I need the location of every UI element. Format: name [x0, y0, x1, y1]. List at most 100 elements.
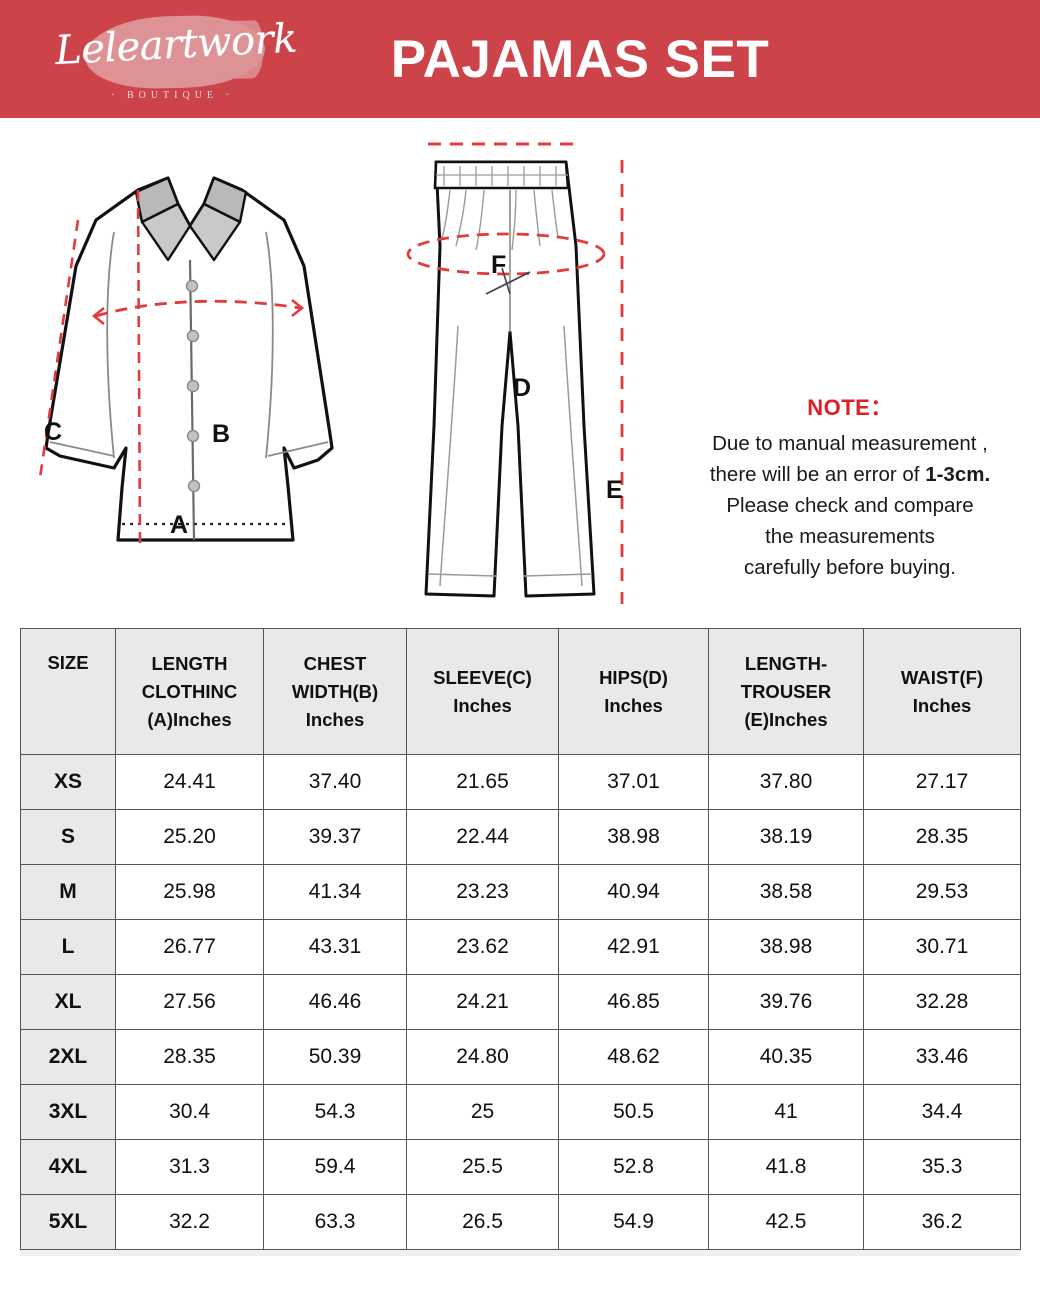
size-label-cell: XL [20, 974, 116, 1030]
measurement-cell: 27.56 [115, 974, 264, 1030]
header-line: (A)Inches [147, 708, 232, 730]
measurement-cell: 30.4 [115, 1084, 264, 1140]
table-row: M 25.98 41.34 23.23 40.94 38.58 29.53 [20, 864, 1021, 920]
measurement-cell: 28.35 [863, 809, 1021, 865]
page-title: PAJAMAS SET [390, 29, 770, 89]
header-line: HIPS(D) [599, 666, 668, 688]
brand-subtitle-text: · BOUTIQUE · [111, 90, 234, 101]
measurement-cell: 22.44 [406, 809, 559, 865]
measurement-cell: 46.46 [263, 974, 407, 1030]
table-body: XS 24.41 37.40 21.65 37.01 37.80 27.17 S 25.20 39… [20, 754, 1021, 1250]
measurement-cell: 25.20 [115, 809, 264, 865]
table-row: 4XL 31.3 59.4 25.5 52.8 41.8 35.3 [20, 1139, 1021, 1195]
table-header-cell-3: SLEEVE(C) Inches [406, 628, 559, 755]
measurement-cell: 41.34 [263, 864, 407, 920]
header-line: Inches [453, 694, 512, 716]
measurement-cell: 30.71 [863, 919, 1021, 975]
header-line: SIZE [47, 652, 89, 673]
table-header-cell-6: WAIST(F) Inches [863, 628, 1021, 755]
size-chart-table: SIZE LENGTH CLOTHINC (A)Inches CHEST WIDTH(B)… [20, 628, 1021, 1250]
size-label-cell: L [20, 919, 116, 975]
header-line: LENGTH [151, 652, 228, 674]
measurement-cell: 26.77 [115, 919, 264, 975]
measurement-cell: 25.98 [115, 864, 264, 920]
measurement-cell: 39.76 [708, 974, 864, 1030]
size-label-cell: 4XL [20, 1139, 116, 1195]
measurement-cell: 32.28 [863, 974, 1021, 1030]
table-header-cell-2: CHEST WIDTH(B) Inches [263, 628, 407, 755]
measurement-cell: 23.62 [406, 919, 559, 975]
guide-line-c [38, 219, 80, 479]
measurement-cell: 59.4 [263, 1139, 407, 1195]
header-line: TROUSER [740, 680, 832, 702]
table-row: 5XL 32.2 63.3 26.5 54.9 42.5 36.2 [20, 1194, 1021, 1250]
measurement-cell: 40.35 [708, 1029, 864, 1085]
measurement-cell: 50.39 [263, 1029, 407, 1085]
table-row: S 25.20 39.37 22.44 38.98 38.19 28.35 [20, 809, 1021, 865]
measurement-cell: 28.35 [115, 1029, 264, 1085]
header-line: CHEST [303, 652, 367, 674]
measure-label-a: A [170, 511, 189, 539]
measurement-cell: 21.65 [406, 754, 559, 810]
measurement-cell: 35.3 [863, 1139, 1021, 1195]
measurement-cell: 25 [406, 1084, 559, 1140]
table-row: L 26.77 43.31 23.62 42.91 38.98 30.71 [20, 919, 1021, 975]
measurement-cell: 40.94 [558, 864, 709, 920]
size-label-cell: XS [20, 754, 116, 810]
note-line-3: Please check and compare [726, 494, 974, 517]
measurement-cell: 37.40 [263, 754, 407, 810]
note-line-1: Due to manual measurement , [712, 432, 988, 455]
pajama-pants-illustration [406, 142, 624, 604]
measurement-cell: 46.85 [558, 974, 709, 1030]
header-line: Inches [604, 694, 663, 716]
measurement-cell: 26.5 [406, 1194, 559, 1250]
guide-line-b [95, 299, 301, 318]
measure-label-d: D [513, 374, 532, 402]
brand-logo: Leleartwork · BOUTIQUE · [54, 4, 298, 116]
header-line: Inches [305, 708, 365, 730]
measurement-cell: 48.62 [558, 1029, 709, 1085]
measurement-cell: 37.01 [558, 754, 709, 810]
table-header-row: SIZE LENGTH CLOTHINC (A)Inches CHEST WIDTH(B)… [20, 628, 1021, 755]
pajama-shirt-illustration [38, 176, 334, 547]
header-line: Inches [912, 694, 972, 716]
note-line-5: carefully before buying. [744, 556, 956, 579]
measurement-cell: 24.41 [115, 754, 264, 810]
measurement-cell: 54.3 [263, 1084, 407, 1140]
table-header-cell-4: HIPS(D) Inches [558, 628, 709, 755]
measurement-cell: 25.5 [406, 1139, 559, 1195]
measurement-cell: 24.21 [406, 974, 559, 1030]
measurement-cell: 32.2 [115, 1194, 264, 1250]
header-line: SLEEVE(C) [433, 666, 532, 688]
guide-line-a [136, 189, 142, 547]
measurement-cell: 41 [708, 1084, 864, 1140]
size-label-cell: 5XL [20, 1194, 116, 1250]
measure-label-c: C [44, 418, 63, 446]
measurement-cell: 43.31 [263, 919, 407, 975]
measurement-cell: 27.17 [863, 754, 1021, 810]
table-row: 3XL 30.4 54.3 25 50.5 41 34.4 [20, 1084, 1021, 1140]
measurement-cell: 41.8 [708, 1139, 864, 1195]
size-label-cell: S [20, 809, 116, 865]
measurement-cell: 52.8 [558, 1139, 709, 1195]
note-line-2: there will be an error of 1-3cm. [660, 459, 1040, 490]
illustration-area: A B C D E F NOTE： Due to manual measurem… [0, 118, 1040, 623]
header-line: (E)Inches [744, 708, 828, 730]
size-label-cell: M [20, 864, 116, 920]
table-row: XL 27.56 46.46 24.21 46.85 39.76 32.28 [20, 974, 1021, 1030]
note-error-range: 1-3cm. [925, 463, 991, 486]
header-line: LENGTH- [744, 652, 828, 674]
measurement-cell: 38.98 [708, 919, 864, 975]
measurement-cell: 24.80 [406, 1029, 559, 1085]
table-header-cell-1: LENGTH CLOTHINC (A)Inches [115, 628, 264, 755]
header-line: WAIST(F) [900, 666, 984, 688]
table-row: XS 24.41 37.40 21.65 37.01 37.80 27.17 [20, 754, 1021, 810]
measurement-cell: 33.46 [863, 1029, 1021, 1085]
measurement-cell: 38.58 [708, 864, 864, 920]
note-block: NOTE： Due to manual measurement , there … [660, 390, 1040, 583]
note-line-2-text: there will be an error of [709, 463, 926, 486]
measurement-cell: 42.5 [708, 1194, 864, 1250]
measure-label-b: B [212, 420, 231, 448]
header-band: Leleartwork · BOUTIQUE · PAJAMAS SET [0, 0, 1040, 118]
measurement-cell: 39.37 [263, 809, 407, 865]
